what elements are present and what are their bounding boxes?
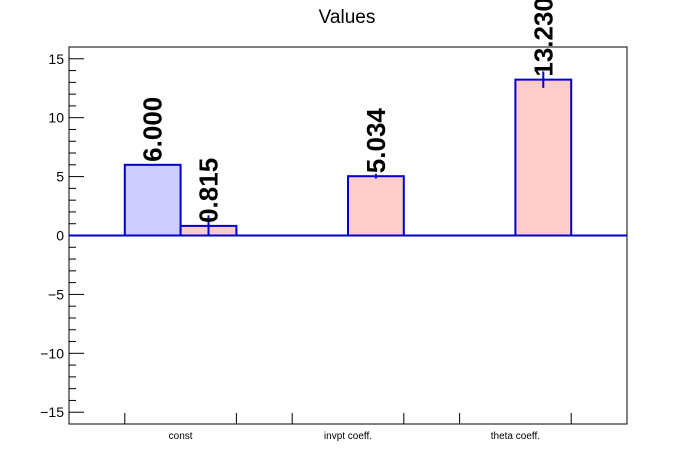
value-label: 6.000 [138, 97, 168, 162]
y-tick-label: 0 [56, 228, 64, 244]
chart-title: Values [319, 7, 376, 28]
x-category-label: theta coeff. [491, 431, 540, 442]
bar [347, 175, 405, 237]
y-tick-label: −10 [40, 345, 64, 361]
y-tick-label: −15 [40, 404, 64, 420]
plot-area: −15 −10 −5 0 5 10 15 const invpt coeff. theta coe… [40, 0, 628, 442]
bar [123, 163, 182, 237]
value-label: 5.034 [361, 108, 391, 174]
y-tick-label: 10 [48, 110, 64, 126]
y-tick-label: −5 [48, 286, 64, 302]
value-label: 13.230 [528, 0, 558, 77]
x-category-label: const [169, 431, 193, 442]
y-tick-label: 5 [56, 169, 64, 185]
bar [514, 78, 573, 237]
y-tick-label: 15 [48, 51, 64, 67]
value-label: 0.815 [194, 158, 224, 223]
x-category-label: invpt coeff. [324, 431, 372, 442]
